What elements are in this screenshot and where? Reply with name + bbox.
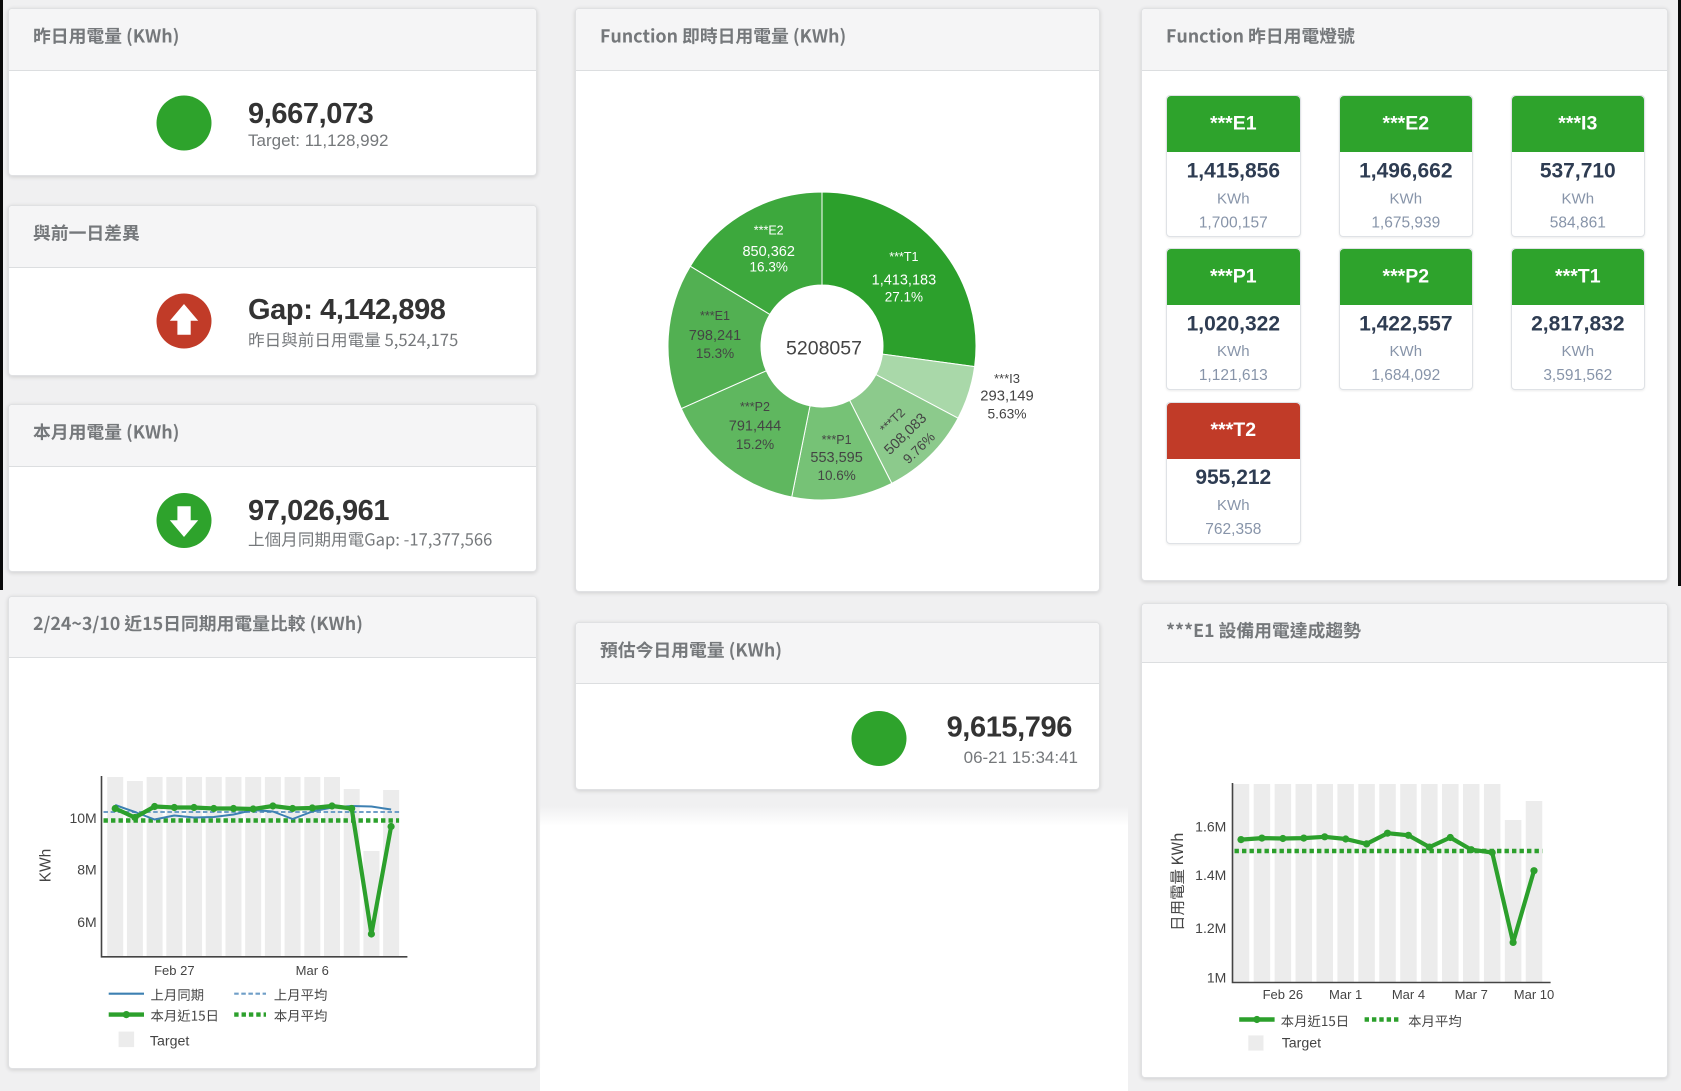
svg-text:Target: Target bbox=[1282, 1036, 1321, 1052]
svg-text:1,020,322: 1,020,322 bbox=[1187, 312, 1280, 335]
svg-text:1,684,092: 1,684,092 bbox=[1371, 367, 1440, 384]
svg-text:293,149: 293,149 bbox=[980, 389, 1034, 405]
svg-text:***P2: ***P2 bbox=[1382, 265, 1429, 287]
svg-text:Target: 11,128,992: Target: 11,128,992 bbox=[248, 131, 389, 150]
svg-text:27.1%: 27.1% bbox=[885, 289, 923, 304]
svg-text:Mar 7: Mar 7 bbox=[1455, 987, 1488, 1002]
svg-text:***P1: ***P1 bbox=[822, 433, 852, 447]
svg-text:KWh: KWh bbox=[1390, 343, 1423, 360]
svg-text:762,358: 762,358 bbox=[1205, 521, 1261, 538]
svg-text:***E1: ***E1 bbox=[1210, 113, 1257, 135]
svg-text:KWh: KWh bbox=[1217, 343, 1250, 360]
svg-text:***I3: ***I3 bbox=[1558, 113, 1597, 135]
svg-text:8M: 8M bbox=[77, 861, 96, 877]
svg-text:15.2%: 15.2% bbox=[736, 437, 774, 452]
svg-text:16.3%: 16.3% bbox=[750, 259, 788, 274]
svg-text:1,121,613: 1,121,613 bbox=[1199, 367, 1268, 384]
svg-text:***E1: ***E1 bbox=[700, 309, 730, 323]
svg-text:9,615,796: 9,615,796 bbox=[947, 712, 1073, 744]
svg-text:***E2: ***E2 bbox=[754, 224, 784, 238]
svg-text:***E2: ***E2 bbox=[1382, 113, 1429, 135]
svg-text:***T1: ***T1 bbox=[889, 250, 918, 264]
svg-text:5.63%: 5.63% bbox=[987, 406, 1026, 421]
svg-text:1,700,157: 1,700,157 bbox=[1199, 215, 1268, 232]
svg-text:791,444: 791,444 bbox=[729, 419, 781, 435]
svg-text:Target: Target bbox=[150, 1034, 189, 1050]
svg-text:Gap: 4,142,898: Gap: 4,142,898 bbox=[248, 294, 446, 326]
svg-text:9,667,073: 9,667,073 bbox=[248, 98, 374, 130]
svg-text:850,362: 850,362 bbox=[742, 244, 794, 260]
svg-text:KWh: KWh bbox=[1217, 497, 1250, 514]
svg-text:1M: 1M bbox=[1207, 969, 1226, 985]
svg-text:KWh: KWh bbox=[1390, 191, 1423, 208]
svg-text:Mar 4: Mar 4 bbox=[1392, 987, 1425, 1002]
svg-text:10M: 10M bbox=[69, 810, 96, 826]
svg-text:955,212: 955,212 bbox=[1195, 466, 1271, 489]
svg-text:1,496,662: 1,496,662 bbox=[1359, 160, 1452, 183]
svg-text:Feb 27: Feb 27 bbox=[154, 963, 194, 978]
svg-text:Mar 1: Mar 1 bbox=[1329, 987, 1362, 1002]
svg-text:5208057: 5208057 bbox=[786, 338, 862, 360]
svg-text:798,241: 798,241 bbox=[689, 328, 741, 344]
svg-text:1.2M: 1.2M bbox=[1195, 920, 1226, 936]
svg-text:Mar 10: Mar 10 bbox=[1514, 987, 1554, 1002]
svg-text:6M: 6M bbox=[77, 914, 96, 930]
svg-text:3,591,562: 3,591,562 bbox=[1543, 367, 1612, 384]
svg-text:***P2: ***P2 bbox=[740, 400, 770, 414]
svg-text:KWh: KWh bbox=[38, 849, 55, 883]
svg-text:553,595: 553,595 bbox=[810, 450, 862, 466]
svg-text:KWh: KWh bbox=[1217, 191, 1250, 208]
svg-text:1,415,856: 1,415,856 bbox=[1187, 160, 1280, 183]
svg-text:10.6%: 10.6% bbox=[817, 468, 855, 483]
svg-text:KWh: KWh bbox=[1562, 191, 1595, 208]
svg-text:584,861: 584,861 bbox=[1550, 215, 1606, 232]
svg-text:1.6M: 1.6M bbox=[1195, 818, 1226, 834]
svg-text:***T2: ***T2 bbox=[1211, 419, 1257, 441]
svg-text:1,413,183: 1,413,183 bbox=[872, 272, 937, 288]
svg-text:1.4M: 1.4M bbox=[1195, 867, 1226, 883]
svg-text:537,710: 537,710 bbox=[1540, 160, 1616, 183]
svg-text:KWh: KWh bbox=[1562, 343, 1595, 360]
svg-text:1,422,557: 1,422,557 bbox=[1359, 312, 1452, 335]
svg-text:1,675,939: 1,675,939 bbox=[1371, 215, 1440, 232]
svg-text:15.3%: 15.3% bbox=[696, 346, 734, 361]
svg-text:Mar 6: Mar 6 bbox=[296, 963, 329, 978]
svg-text:97,026,961: 97,026,961 bbox=[248, 495, 389, 527]
svg-text:***T1: ***T1 bbox=[1555, 265, 1601, 287]
svg-text:2,817,832: 2,817,832 bbox=[1531, 312, 1624, 335]
svg-text:***P1: ***P1 bbox=[1210, 265, 1257, 287]
svg-text:06-21 15:34:41: 06-21 15:34:41 bbox=[964, 748, 1078, 767]
svg-text:***I3: ***I3 bbox=[994, 371, 1020, 386]
svg-text:Feb 26: Feb 26 bbox=[1263, 987, 1303, 1002]
